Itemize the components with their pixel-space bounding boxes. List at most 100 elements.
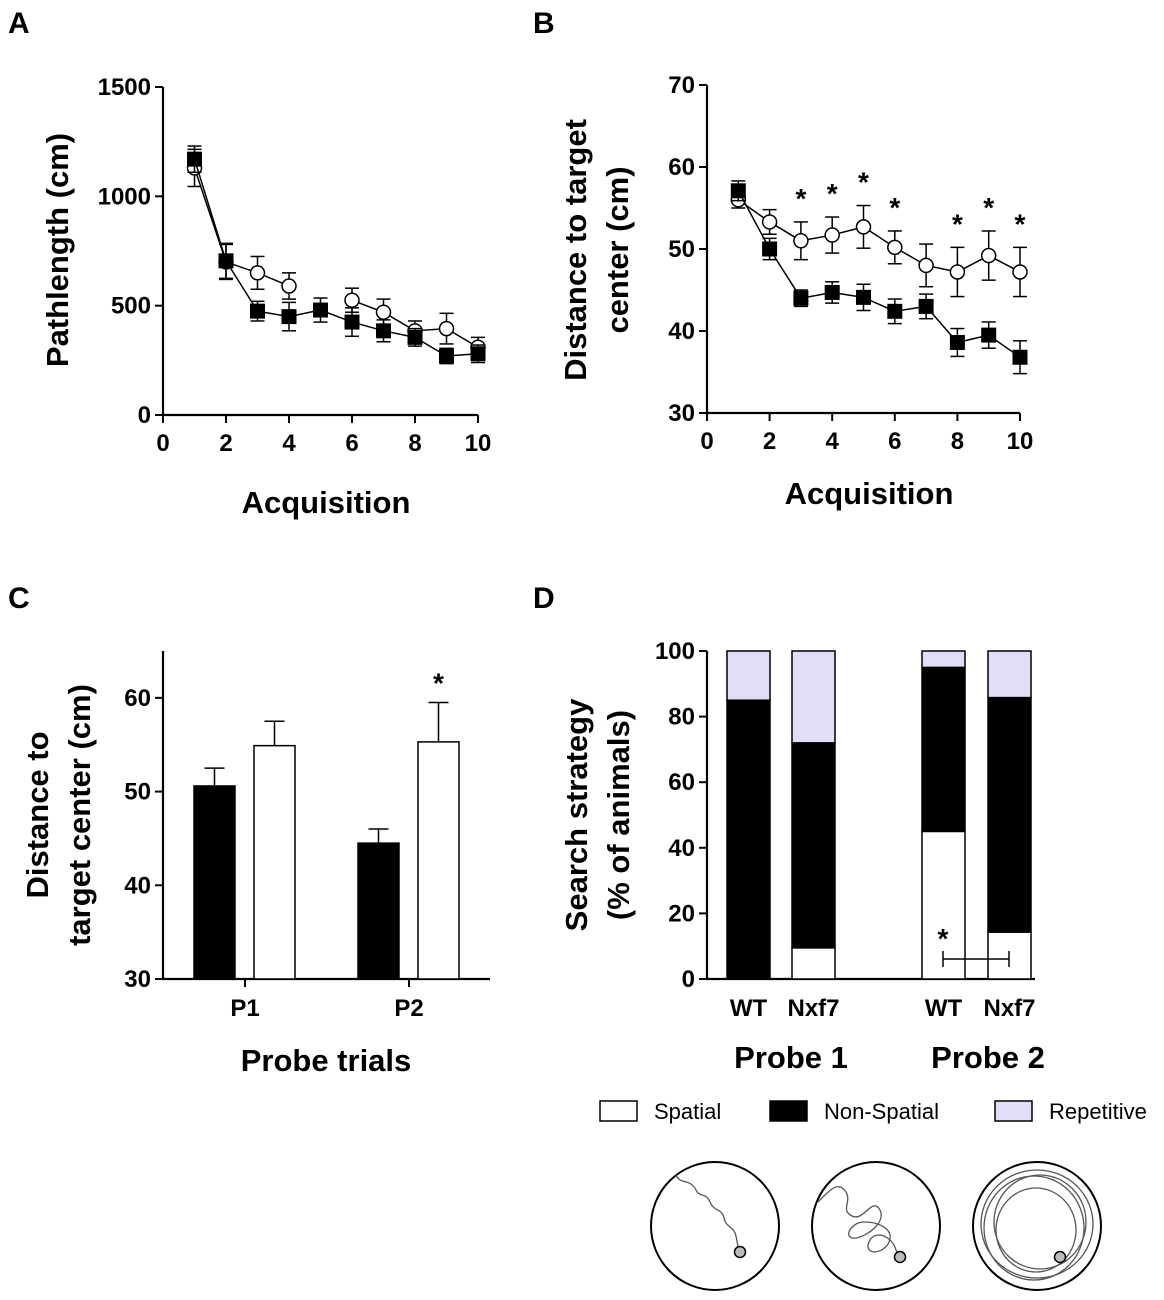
x-tick-label: WT <box>730 995 768 1022</box>
bar-segment-repetitive <box>921 650 966 669</box>
data-point-square <box>439 348 454 364</box>
legend-d: Spatial Non-Spatial Repetitive <box>599 1099 1147 1124</box>
significance-star: * <box>983 192 994 223</box>
y-tick-label: 100 <box>655 638 695 665</box>
series-square <box>187 145 486 365</box>
significance-star: * <box>938 923 949 954</box>
bar-segment-non-spatial <box>921 666 966 833</box>
data-point-circle <box>344 292 360 308</box>
x-tick-label: 2 <box>219 430 232 457</box>
y-tick-label: 60 <box>668 154 695 181</box>
data-point-square <box>949 334 965 350</box>
y-tick-label: 50 <box>668 236 695 263</box>
bar-segment-non-spatial <box>791 742 836 949</box>
chart-d: 0 20 40 60 80 100 WT Nxf7 WT Nxf7 Probe 1 Probe 2 * S… <box>559 638 1045 1075</box>
series-line-segment <box>193 158 227 262</box>
y-tick-label: 60 <box>124 685 151 712</box>
y-tick-label: 80 <box>668 704 695 731</box>
chart-b: 30 40 50 60 70 0 2 4 6 8 10 Acquisition Distance to … <box>558 72 1033 511</box>
y-axis-title-line-1: Distance to target <box>558 119 593 381</box>
significance-star: * <box>1015 208 1026 239</box>
y-axis-title-line-1: Search strategy <box>559 698 594 931</box>
data-point-circle <box>1012 264 1028 280</box>
legend-swatch-non-spatial <box>769 1100 808 1122</box>
data-point-circle <box>980 247 997 264</box>
group-label-probe-2: Probe 2 <box>931 1040 1045 1075</box>
significance-star: * <box>889 192 900 223</box>
series-circle <box>186 148 486 358</box>
bar-filled <box>193 785 236 980</box>
y-tick-label: 30 <box>668 400 695 427</box>
bar-filled <box>357 842 400 980</box>
data-point-square <box>762 241 778 257</box>
panel-label-b: B <box>533 7 555 40</box>
data-point-square <box>918 298 934 314</box>
legend-label-non-spatial: Non-Spatial <box>824 1099 939 1124</box>
x-tick-label: 0 <box>156 430 169 457</box>
data-point-circle <box>249 265 266 281</box>
y-tick-label: 1500 <box>98 74 151 101</box>
data-point-square <box>730 183 746 199</box>
repetitive-path-illustration <box>972 1161 1102 1291</box>
bar-segment-non-spatial <box>726 699 771 980</box>
bar-open <box>417 741 460 980</box>
y-tick-label: 50 <box>124 779 151 806</box>
y-tick-label: 1000 <box>98 183 151 210</box>
bar-segment-repetitive <box>987 650 1032 699</box>
significance-star: * <box>858 167 869 198</box>
legend-swatch-repetitive <box>994 1100 1033 1122</box>
data-point-square <box>1012 349 1028 365</box>
data-point-square <box>407 329 423 345</box>
significance-star: * <box>952 208 963 239</box>
data-point-circle <box>855 219 872 235</box>
x-tick-label: P1 <box>230 995 259 1022</box>
y-tick-label: 500 <box>111 293 151 320</box>
panel-label-c: C <box>8 582 30 615</box>
x-tick-label: 6 <box>888 428 901 455</box>
data-point-circle <box>887 239 903 256</box>
y-axis-title-line-2: center (cm) <box>600 166 635 333</box>
non-spatial-path-illustration <box>811 1161 941 1291</box>
bar-open <box>253 744 296 980</box>
data-point-circle <box>918 257 934 274</box>
x-tick-label: 8 <box>951 428 964 455</box>
x-tick-label: 4 <box>282 430 296 457</box>
data-point-circle <box>375 304 392 320</box>
y-axis-title-line-2: (% of animals) <box>601 710 636 920</box>
bar-segment-repetitive <box>726 650 771 701</box>
y-axis-title-line-1: Distance to <box>20 731 55 898</box>
series-line-segment <box>225 260 259 312</box>
x-tick-label: WT <box>925 995 963 1022</box>
bar-segment-repetitive <box>791 650 836 744</box>
data-point-square <box>376 323 391 339</box>
data-point-square <box>793 290 809 306</box>
x-tick-label: P2 <box>394 995 423 1022</box>
x-axis-title: Acquisition <box>785 476 954 511</box>
spatial-path-illustration <box>650 1161 780 1291</box>
data-point-circle <box>949 264 966 280</box>
y-tick-label: 30 <box>124 966 151 993</box>
series-square <box>730 180 1028 375</box>
bar-segment-spatial <box>791 947 836 980</box>
data-point-square <box>313 302 328 318</box>
data-point-square <box>856 289 871 305</box>
legend-label-repetitive: Repetitive <box>1049 1099 1147 1124</box>
data-point-square <box>250 303 265 319</box>
significance-star: * <box>795 183 806 214</box>
group-label-probe-1: Probe 1 <box>734 1040 848 1075</box>
y-tick-label: 20 <box>668 900 695 927</box>
data-point-square <box>981 327 997 343</box>
panel-label-a: A <box>8 7 30 40</box>
significance-star: * <box>433 668 444 699</box>
x-axis-title: Probe trials <box>241 1043 412 1078</box>
panel-label-d: D <box>533 582 555 615</box>
data-point-square <box>470 346 486 362</box>
data-point-square <box>824 284 840 300</box>
x-axis-title: Acquisition <box>242 485 411 520</box>
y-tick-label: 60 <box>668 769 695 796</box>
x-tick-label: 0 <box>700 428 713 455</box>
chart-a: 0 500 1000 1500 0 2 4 6 8 10 Acquisition Pathlength… <box>40 74 491 520</box>
x-tick-label: 4 <box>826 428 840 455</box>
data-point-square <box>187 151 202 167</box>
